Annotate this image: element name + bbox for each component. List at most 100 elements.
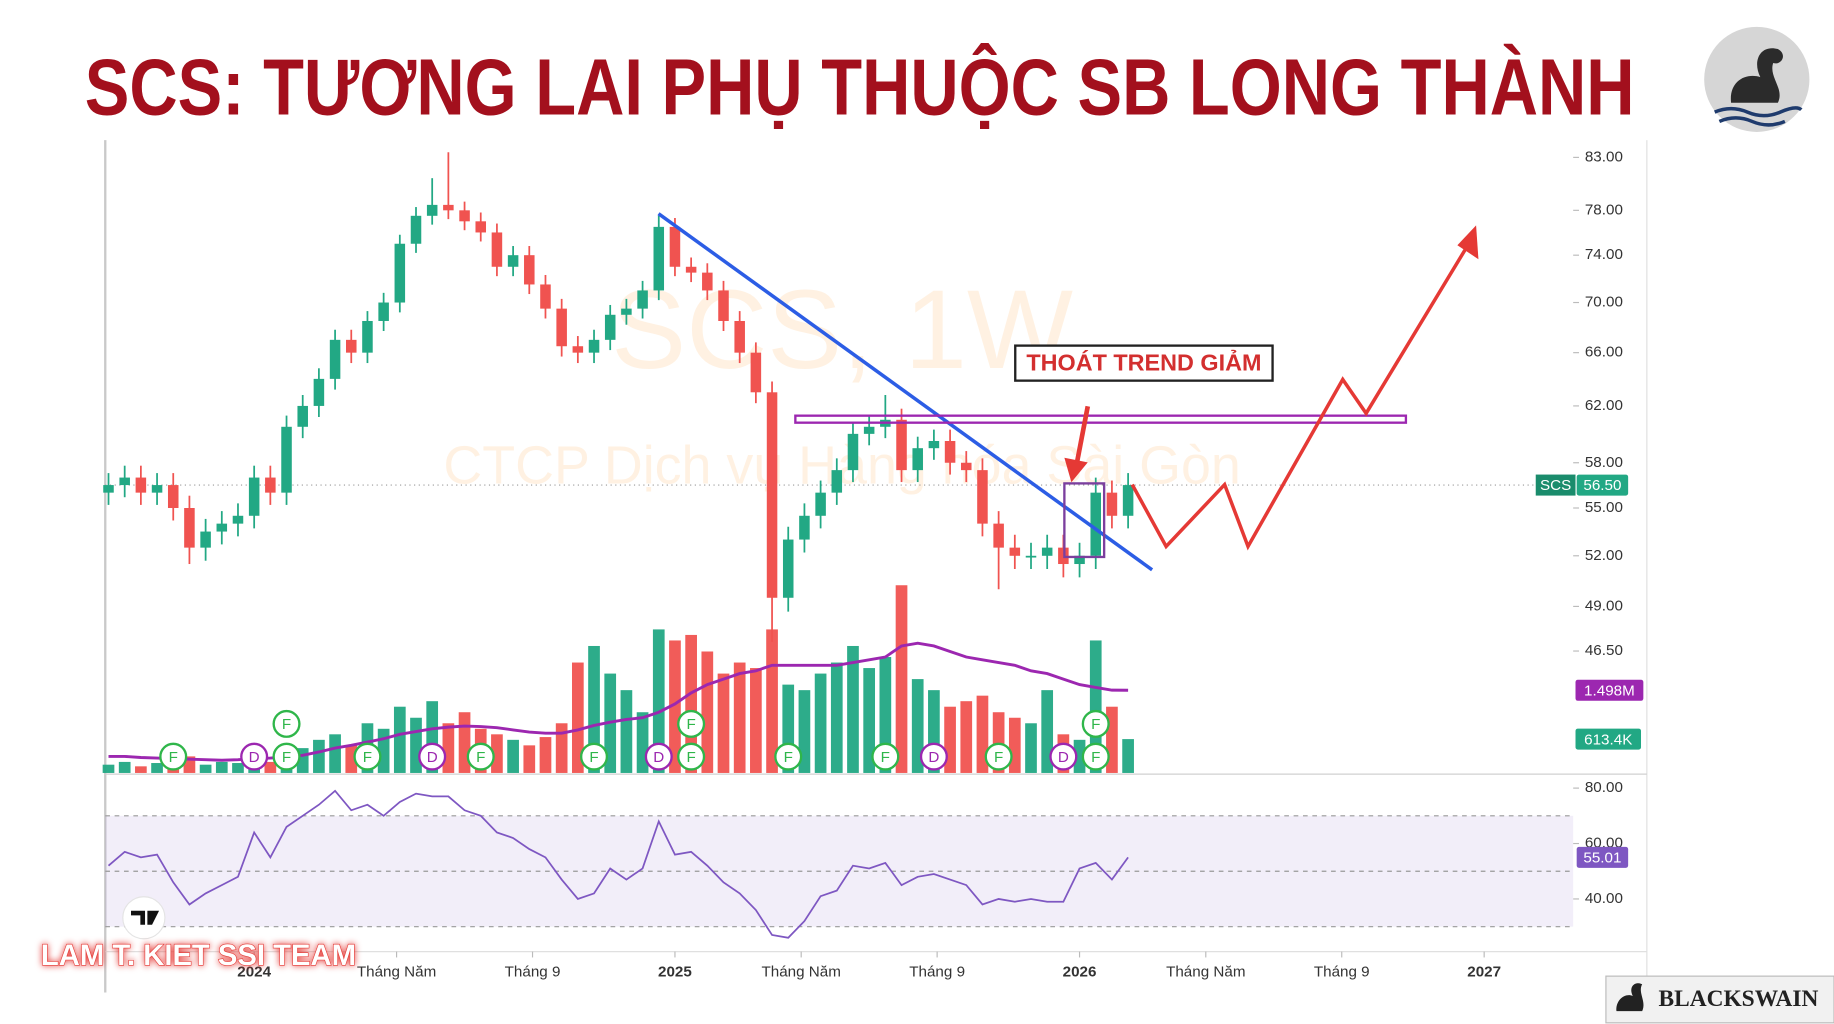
candle-body (426, 204, 438, 216)
candle-body (524, 255, 535, 285)
event-label: D (928, 749, 939, 766)
candle-body (329, 339, 341, 379)
x-tick-label: Tháng Năm (357, 964, 436, 981)
event-label: F (686, 749, 695, 766)
event-marker (871, 742, 900, 771)
candle-body (993, 523, 1004, 548)
candle-body (1025, 555, 1037, 558)
event-marker (466, 742, 495, 771)
x-tick-label: 2025 (658, 964, 692, 981)
candle-body (378, 302, 389, 321)
brand-box: BLACKSWAIN (1605, 975, 1834, 1024)
volume-bar (539, 737, 552, 773)
candle-body (1090, 492, 1102, 556)
candle-body (167, 485, 179, 509)
volume-last: 613.4K (1584, 731, 1632, 748)
event-label: F (476, 749, 485, 766)
candle-body (346, 339, 357, 353)
watermark-subtitle: CTCP Dịch vụ Hàng hóa Sài Gòn (443, 436, 1240, 496)
volume-bar (151, 763, 163, 773)
candle-body (669, 226, 681, 267)
event-marker (677, 742, 706, 771)
volume-bar (345, 745, 358, 773)
candle-body (734, 320, 745, 353)
event-label: F (1091, 749, 1100, 766)
volume-bar (701, 651, 714, 773)
volume-bar (102, 764, 115, 773)
volume-bar (911, 679, 924, 773)
volume-bar (491, 734, 503, 773)
candle-body (782, 539, 794, 598)
volume-bar (636, 712, 649, 773)
candle-body (912, 448, 923, 471)
symbol-label: SCS (1540, 477, 1571, 494)
event-marker (272, 742, 301, 771)
event-marker (272, 709, 301, 738)
candle-body (248, 477, 260, 516)
volume-bar (571, 662, 584, 773)
candle-body (491, 232, 503, 267)
y-tick-label: 49.00 (1585, 597, 1623, 614)
candle-body (863, 426, 875, 434)
last-price-badge (1576, 474, 1629, 496)
y-tick-label: 52.00 (1585, 547, 1623, 564)
volume-bar (1008, 717, 1021, 773)
volume-bar (766, 629, 778, 773)
candle-body (443, 204, 454, 211)
volume-bar (960, 701, 973, 773)
volume-ma-last: 1.498M (1584, 682, 1635, 699)
volume-bar (410, 717, 422, 773)
volume-bar (442, 723, 455, 773)
event-marker (1081, 742, 1110, 771)
volume-bar (523, 745, 536, 773)
event-label: F (282, 749, 291, 766)
event-label: F (994, 749, 1003, 766)
volume-bar (928, 690, 940, 773)
y-tick-label: 46.50 (1585, 642, 1623, 659)
candle-body (718, 290, 729, 321)
tv-logo (122, 896, 166, 940)
candle-body (1009, 547, 1021, 556)
volume-bar (798, 690, 811, 773)
event-label: F (881, 749, 890, 766)
volume-bar (830, 662, 843, 773)
event-label: D (427, 749, 438, 766)
y-tick-label: 74.00 (1585, 246, 1623, 263)
event-marker (240, 742, 269, 771)
volume-bar (717, 673, 730, 773)
volume-bar (393, 706, 406, 773)
candle-body (961, 462, 972, 471)
event-marker (644, 742, 673, 771)
candle-body (799, 515, 810, 540)
event-label: F (363, 749, 372, 766)
candle-body (200, 531, 211, 548)
event-label: F (1091, 716, 1100, 733)
y-tick-label: 58.00 (1585, 454, 1623, 471)
brand: BLACKSWAIN (1659, 986, 1819, 1012)
x-tick-label: Tháng 9 (1314, 964, 1370, 981)
candle-body (685, 266, 697, 273)
event-marker (579, 742, 609, 771)
volume-bar (863, 668, 876, 773)
candle-body (653, 226, 665, 291)
candle-body (540, 284, 551, 309)
candle-body (604, 314, 616, 340)
rsi-tick-label: 80.00 (1585, 779, 1623, 796)
candle-body (847, 433, 859, 471)
x-tick-label: 2027 (1467, 964, 1501, 981)
y-tick-label: 83.00 (1585, 148, 1623, 165)
volume-bar (782, 684, 795, 773)
event-label: D (653, 749, 664, 766)
volume-bar (329, 734, 341, 773)
volume-bar (555, 723, 568, 773)
volume-bar (183, 756, 196, 773)
volume-bar (377, 728, 390, 773)
candle-body (184, 508, 195, 548)
volume-bar (814, 673, 827, 773)
volume-bar (1089, 640, 1102, 773)
candle-body (815, 492, 826, 516)
volume-bar (1041, 690, 1054, 773)
